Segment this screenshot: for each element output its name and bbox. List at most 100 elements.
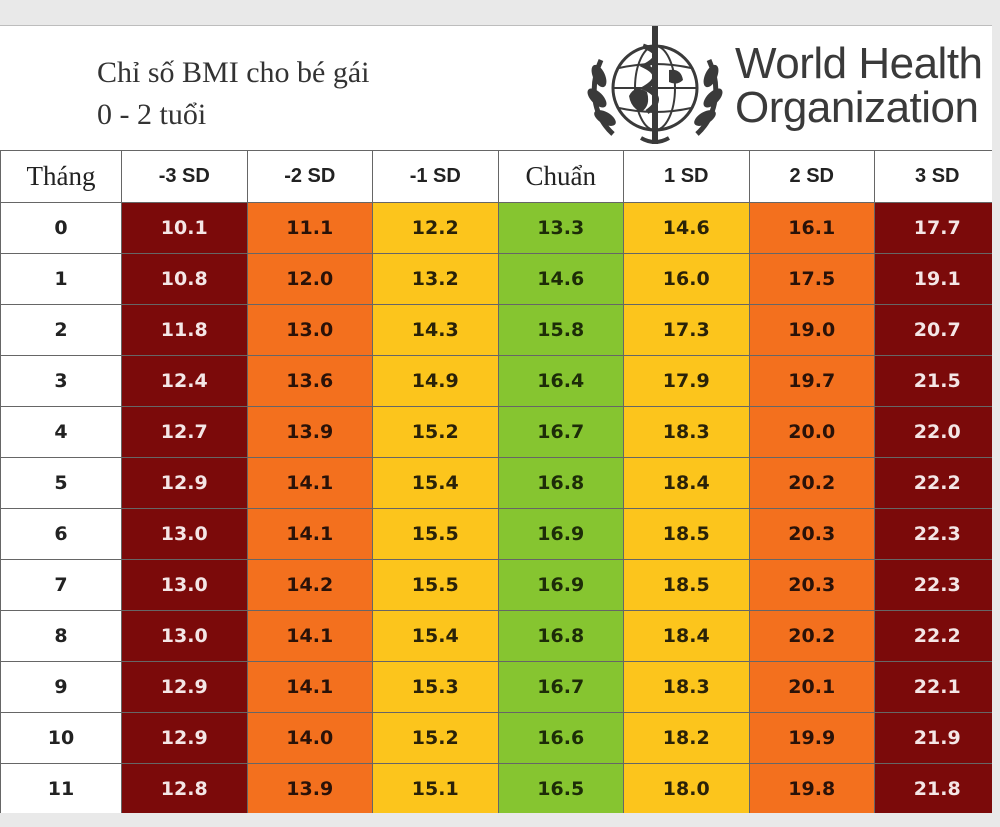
header-plus-3-sd: 3 SD: [874, 150, 992, 203]
cell-plus-2-sd: 17.5: [748, 253, 875, 305]
cell-minus-2-sd: 14.2: [246, 559, 373, 611]
chart-title: Chỉ số BMI cho bé gái 0 - 2 tuổi: [97, 52, 369, 136]
cell-minus-1-sd: 15.4: [372, 457, 499, 509]
table-row: 10 12.9 14.0 15.2 16.6 18.2 19.9 21.9: [0, 712, 992, 764]
cell-minus-2-sd: 14.1: [246, 610, 373, 662]
who-emblem-icon: [587, 26, 723, 144]
cell-month: 8: [0, 610, 122, 662]
cell-minus-1-sd: 14.9: [372, 355, 499, 407]
cell-plus-3-sd: 17.7: [874, 202, 992, 254]
cell-median: 16.9: [497, 559, 624, 611]
cell-minus-2-sd: 13.6: [246, 355, 373, 407]
cell-minus-3-sd: 11.8: [121, 304, 248, 356]
cell-median: 16.6: [497, 712, 624, 764]
who-wordmark-line-1: World Health: [735, 39, 983, 88]
cell-plus-2-sd: 20.2: [748, 610, 875, 662]
table-row: 2 11.8 13.0 14.3 15.8 17.3 19.0 20.7: [0, 304, 992, 356]
cell-median: 16.7: [497, 661, 624, 713]
cell-minus-2-sd: 11.1: [246, 202, 373, 254]
cell-plus-2-sd: 20.3: [748, 508, 875, 560]
cell-plus-2-sd: 16.1: [748, 202, 875, 254]
cell-minus-2-sd: 14.1: [246, 457, 373, 509]
cell-plus-1-sd: 16.0: [623, 253, 750, 305]
who-wordmark-line-2: Organization: [735, 83, 979, 132]
title-line-2: 0 - 2 tuổi: [97, 98, 207, 131]
table-row: 11 12.8 13.9 15.1 16.5 18.0 19.8 21.8: [0, 763, 992, 813]
cell-plus-1-sd: 18.0: [623, 763, 750, 813]
title-line-1: Chỉ số BMI cho bé gái: [97, 56, 370, 89]
cell-minus-3-sd: 12.9: [121, 712, 248, 764]
header-median: Chuẩn: [497, 150, 624, 203]
cell-month: 6: [0, 508, 122, 560]
header-minus-2-sd: -2 SD: [246, 150, 373, 203]
table-body: 0 10.1 11.1 12.2 13.3 14.6 16.1 17.7 1 10.8 12.0 13…: [0, 202, 992, 813]
cell-median: 16.8: [497, 457, 624, 509]
cell-minus-2-sd: 13.9: [246, 763, 373, 813]
table-row: 4 12.7 13.9 15.2 16.7 18.3 20.0 22.0: [0, 406, 992, 458]
table-row: 6 13.0 14.1 15.5 16.9 18.5 20.3 22.3: [0, 508, 992, 560]
cell-minus-1-sd: 13.2: [372, 253, 499, 305]
bmi-chart-document: Chỉ số BMI cho bé gái 0 - 2 tuổi: [0, 25, 992, 813]
cell-median: 16.9: [497, 508, 624, 560]
cell-plus-3-sd: 22.2: [874, 457, 992, 509]
cell-month: 10: [0, 712, 122, 764]
cell-minus-2-sd: 14.1: [246, 661, 373, 713]
cell-plus-3-sd: 21.5: [874, 355, 992, 407]
cell-minus-2-sd: 12.0: [246, 253, 373, 305]
cell-median: 16.4: [497, 355, 624, 407]
cell-month: 11: [0, 763, 122, 813]
cell-minus-1-sd: 15.5: [372, 559, 499, 611]
cell-month: 7: [0, 559, 122, 611]
cell-month: 4: [0, 406, 122, 458]
cell-minus-2-sd: 14.1: [246, 508, 373, 560]
cell-minus-1-sd: 15.2: [372, 406, 499, 458]
cell-median: 16.5: [497, 763, 624, 813]
cell-month: 0: [0, 202, 122, 254]
cell-minus-3-sd: 13.0: [121, 508, 248, 560]
table-row: 8 13.0 14.1 15.4 16.8 18.4 20.2 22.2: [0, 610, 992, 662]
cell-month: 5: [0, 457, 122, 509]
cell-month: 1: [0, 253, 122, 305]
cell-month: 9: [0, 661, 122, 713]
cell-median: 16.7: [497, 406, 624, 458]
cell-plus-3-sd: 22.3: [874, 559, 992, 611]
cell-minus-3-sd: 13.0: [121, 559, 248, 611]
table-row: 0 10.1 11.1 12.2 13.3 14.6 16.1 17.7: [0, 202, 992, 254]
cell-plus-2-sd: 19.9: [748, 712, 875, 764]
cell-plus-1-sd: 18.2: [623, 712, 750, 764]
header-minus-3-sd: -3 SD: [121, 150, 248, 203]
cell-minus-3-sd: 12.7: [121, 406, 248, 458]
cell-minus-1-sd: 12.2: [372, 202, 499, 254]
cell-plus-2-sd: 20.2: [748, 457, 875, 509]
cell-plus-2-sd: 19.0: [748, 304, 875, 356]
cell-minus-1-sd: 15.4: [372, 610, 499, 662]
header-plus-1-sd: 1 SD: [623, 150, 750, 203]
cell-plus-3-sd: 20.7: [874, 304, 992, 356]
cell-minus-1-sd: 15.1: [372, 763, 499, 813]
who-wordmark: World Health Organization: [735, 42, 983, 130]
cell-plus-2-sd: 20.3: [748, 559, 875, 611]
cell-minus-2-sd: 13.9: [246, 406, 373, 458]
cell-minus-2-sd: 13.0: [246, 304, 373, 356]
cell-minus-2-sd: 14.0: [246, 712, 373, 764]
cell-plus-1-sd: 17.9: [623, 355, 750, 407]
cell-plus-2-sd: 20.0: [748, 406, 875, 458]
cell-plus-1-sd: 17.3: [623, 304, 750, 356]
cell-plus-3-sd: 21.9: [874, 712, 992, 764]
bmi-table: Tháng -3 SD -2 SD -1 SD Chuẩn 1 SD 2 SD …: [0, 150, 992, 813]
cell-plus-1-sd: 14.6: [623, 202, 750, 254]
header-month: Tháng: [0, 150, 122, 203]
table-row: 3 12.4 13.6 14.9 16.4 17.9 19.7 21.5: [0, 355, 992, 407]
cell-minus-3-sd: 10.1: [121, 202, 248, 254]
cell-minus-3-sd: 10.8: [121, 253, 248, 305]
cell-plus-1-sd: 18.4: [623, 610, 750, 662]
cell-plus-3-sd: 22.1: [874, 661, 992, 713]
cell-plus-1-sd: 18.3: [623, 406, 750, 458]
cell-median: 15.8: [497, 304, 624, 356]
cell-minus-3-sd: 12.8: [121, 763, 248, 813]
cell-minus-1-sd: 14.3: [372, 304, 499, 356]
cell-minus-1-sd: 15.5: [372, 508, 499, 560]
cell-minus-1-sd: 15.2: [372, 712, 499, 764]
cell-plus-3-sd: 22.2: [874, 610, 992, 662]
cell-month: 3: [0, 355, 122, 407]
